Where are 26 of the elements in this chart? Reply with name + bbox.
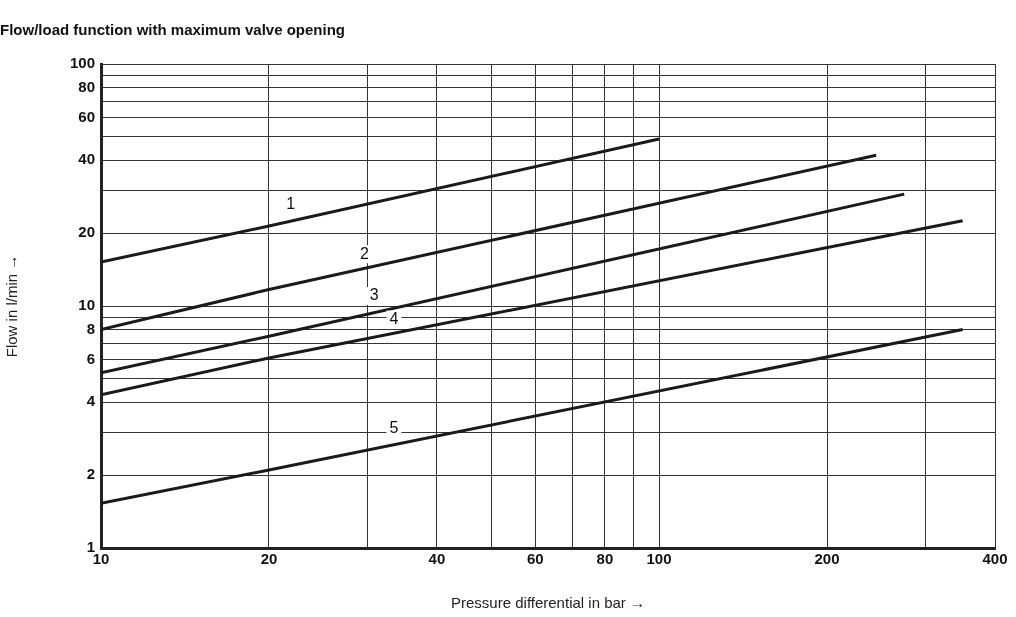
y-tick-label: 20 (78, 223, 95, 241)
x-tick-label: 100 (646, 550, 672, 568)
y-tick-label: 100 (69, 54, 95, 72)
series-label: 2 (360, 244, 370, 262)
y-tick-label: 6 (86, 349, 95, 367)
y-tick-label: 60 (78, 107, 95, 125)
y-axis-title: Flow in l/min → (3, 254, 21, 358)
y-tick-label: 2 (86, 465, 95, 483)
chart-title: Flow/load function with maximum valve opening (0, 21, 346, 39)
y-tick-label: 4 (86, 392, 96, 410)
y-tick-label: 10 (78, 296, 95, 314)
x-tick-label: 80 (596, 550, 614, 568)
y-tick-label: 40 (78, 150, 95, 168)
series-label: 1 (286, 194, 296, 212)
series-label: 4 (389, 309, 399, 327)
y-tick-label: 8 (86, 319, 95, 337)
y-tick-label: 1 (86, 538, 95, 556)
x-tick-label: 200 (814, 550, 840, 568)
x-tick-label: 60 (526, 550, 544, 568)
series-label: 5 (389, 418, 399, 436)
x-tick-label: 400 (982, 550, 1008, 568)
series-label: 3 (369, 286, 379, 304)
y-tick-label: 80 (78, 77, 95, 95)
x-tick-label: 40 (428, 550, 446, 568)
x-tick-label: 20 (260, 550, 278, 568)
x-axis-title: Pressure differential in bar → (451, 594, 645, 612)
